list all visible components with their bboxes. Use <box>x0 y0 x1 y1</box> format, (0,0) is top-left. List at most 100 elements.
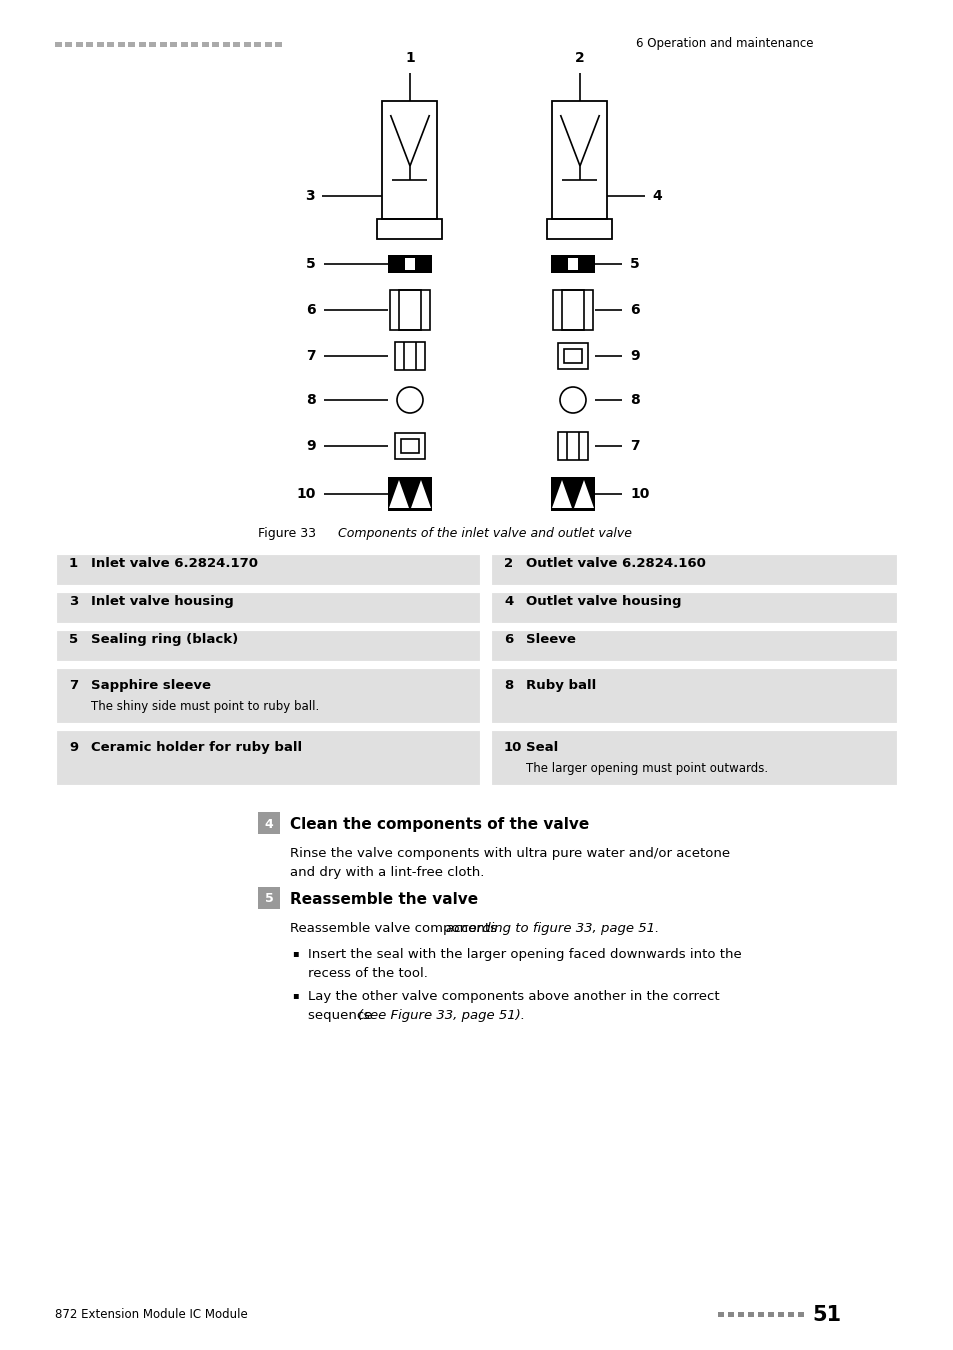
Bar <box>490 729 898 787</box>
Text: The larger opening must point outwards.: The larger opening must point outwards. <box>525 761 767 775</box>
Text: 6 Operation and maintenance: 6 Operation and maintenance <box>636 38 813 50</box>
Bar <box>87 42 93 46</box>
Bar <box>388 477 432 512</box>
Bar <box>254 42 261 46</box>
Text: 4: 4 <box>503 595 513 609</box>
Bar <box>727 1312 733 1318</box>
Bar <box>552 101 607 219</box>
Bar <box>388 255 432 273</box>
Bar <box>551 477 595 512</box>
Bar <box>275 42 282 46</box>
Text: sequence: sequence <box>308 1008 376 1022</box>
Text: 5: 5 <box>69 633 78 647</box>
Text: 872 Extension Module IC Module: 872 Extension Module IC Module <box>55 1308 248 1322</box>
Bar <box>490 591 898 625</box>
Bar <box>139 42 146 46</box>
Text: 10: 10 <box>503 741 522 755</box>
Text: Sapphire sleeve: Sapphire sleeve <box>91 679 211 693</box>
Text: 8: 8 <box>306 393 315 406</box>
Bar <box>787 1312 793 1318</box>
Bar <box>778 1312 783 1318</box>
Text: 1: 1 <box>405 51 415 65</box>
Bar <box>97 42 104 46</box>
Text: Sleeve: Sleeve <box>525 633 576 647</box>
Text: Ruby ball: Ruby ball <box>525 679 596 693</box>
Polygon shape <box>411 481 431 508</box>
Text: 5: 5 <box>306 256 315 271</box>
Text: The shiny side must point to ruby ball.: The shiny side must point to ruby ball. <box>91 699 319 713</box>
Text: 7: 7 <box>69 679 78 693</box>
Bar <box>561 290 583 329</box>
Text: 8: 8 <box>629 393 639 406</box>
Text: 6: 6 <box>629 302 639 317</box>
Text: Components of the inlet valve and outlet valve: Components of the inlet valve and outlet… <box>326 526 631 540</box>
Bar <box>758 1312 763 1318</box>
Bar <box>547 219 612 239</box>
Text: 10: 10 <box>296 487 315 501</box>
Text: Reassemble valve components: Reassemble valve components <box>290 922 500 936</box>
Bar <box>738 1312 743 1318</box>
Bar <box>265 42 272 46</box>
Text: 2: 2 <box>575 51 584 65</box>
Text: 3: 3 <box>305 189 314 202</box>
Text: 2: 2 <box>503 558 513 571</box>
Text: 51: 51 <box>811 1305 841 1324</box>
Bar <box>395 342 424 370</box>
Bar <box>382 101 437 219</box>
Text: 1: 1 <box>69 558 78 571</box>
Bar <box>233 42 240 46</box>
Text: 9: 9 <box>629 350 639 363</box>
Text: 5: 5 <box>629 256 639 271</box>
Text: Sealing ring (black): Sealing ring (black) <box>91 633 238 647</box>
Bar <box>171 42 177 46</box>
Bar <box>55 42 62 46</box>
Text: Ceramic holder for ruby ball: Ceramic holder for ruby ball <box>91 741 302 755</box>
Text: Inlet valve 6.2824.170: Inlet valve 6.2824.170 <box>91 558 257 571</box>
Bar <box>160 42 167 46</box>
Text: 7: 7 <box>306 350 315 363</box>
Text: 9: 9 <box>69 741 78 755</box>
Bar <box>55 591 481 625</box>
Text: according to figure 33, page 51.: according to figure 33, page 51. <box>446 922 659 936</box>
Text: Insert the seal with the larger opening faced downwards into the: Insert the seal with the larger opening … <box>308 948 741 961</box>
Text: Outlet valve housing: Outlet valve housing <box>525 595 680 609</box>
Bar <box>551 255 595 273</box>
Bar <box>55 729 481 787</box>
Text: (see Figure 33, page 51).: (see Figure 33, page 51). <box>357 1008 525 1022</box>
Text: 6: 6 <box>306 302 315 317</box>
Bar <box>490 554 898 587</box>
Bar <box>563 350 581 363</box>
Text: 4: 4 <box>264 818 274 830</box>
Bar <box>553 290 593 329</box>
Bar <box>567 258 578 270</box>
Bar <box>223 42 230 46</box>
Bar <box>558 343 587 369</box>
Bar <box>257 887 280 909</box>
Bar <box>192 42 198 46</box>
Bar <box>108 42 114 46</box>
Text: Reassemble the valve: Reassemble the valve <box>290 891 477 906</box>
Text: Clean the components of the valve: Clean the components of the valve <box>290 817 589 832</box>
Bar <box>797 1312 803 1318</box>
Bar <box>490 629 898 663</box>
Bar <box>55 667 481 725</box>
Bar <box>767 1312 773 1318</box>
Bar <box>747 1312 753 1318</box>
Text: 6: 6 <box>503 633 513 647</box>
Bar <box>718 1312 723 1318</box>
Bar <box>395 433 424 459</box>
Bar <box>213 42 219 46</box>
Polygon shape <box>552 481 572 508</box>
Text: Inlet valve housing: Inlet valve housing <box>91 595 233 609</box>
Bar <box>55 554 481 587</box>
Bar <box>118 42 125 46</box>
Text: 9: 9 <box>306 439 315 454</box>
Bar <box>150 42 156 46</box>
Bar <box>377 219 442 239</box>
Text: 3: 3 <box>69 595 78 609</box>
Text: 10: 10 <box>629 487 649 501</box>
Text: 7: 7 <box>629 439 639 454</box>
Text: Outlet valve 6.2824.160: Outlet valve 6.2824.160 <box>525 558 705 571</box>
Bar <box>257 811 280 834</box>
Bar <box>55 629 481 663</box>
